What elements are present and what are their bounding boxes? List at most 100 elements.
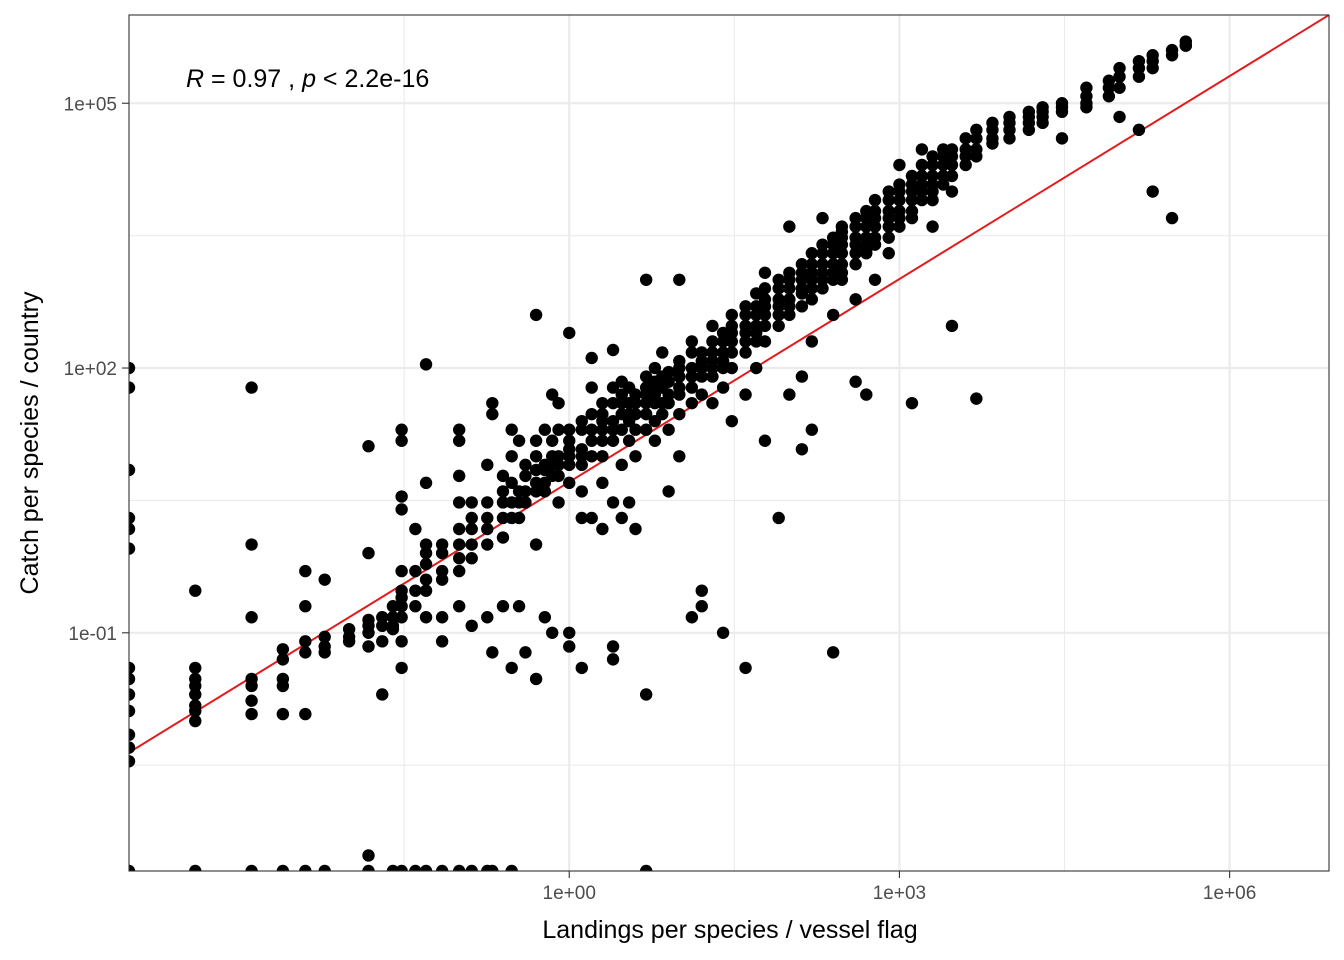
y-axis-title: Catch per species / country <box>16 291 44 594</box>
panel-border <box>128 14 1330 872</box>
data-point <box>959 158 972 172</box>
data-point <box>129 741 136 754</box>
data-point <box>826 247 840 260</box>
data-point <box>129 522 136 536</box>
data-point <box>585 407 598 421</box>
data-point <box>1080 81 1093 94</box>
data-point <box>563 434 576 447</box>
data-point <box>606 381 620 394</box>
data-point <box>639 273 653 286</box>
data-point <box>685 396 699 410</box>
data-point <box>386 600 400 613</box>
data-point <box>648 361 662 375</box>
data-point <box>860 388 873 401</box>
data-point <box>481 511 494 525</box>
data-point <box>629 522 642 536</box>
data-point <box>905 211 919 225</box>
data-point <box>695 354 708 368</box>
data-point <box>299 707 312 721</box>
data-point <box>409 864 422 871</box>
data-point <box>299 564 312 578</box>
data-point <box>465 552 478 565</box>
data-point <box>937 169 950 183</box>
data-point <box>905 178 919 191</box>
data-point <box>395 661 408 675</box>
data-point <box>816 211 829 225</box>
data-point <box>706 319 719 333</box>
data-point <box>905 169 919 183</box>
data-point <box>606 653 620 666</box>
data-point <box>452 552 466 565</box>
data-point <box>1146 185 1159 198</box>
data-point <box>706 346 719 359</box>
data-point <box>716 626 730 639</box>
data-point <box>189 672 202 686</box>
data-point <box>512 511 526 525</box>
data-point <box>505 864 518 871</box>
data-point <box>486 407 499 421</box>
data-point <box>926 193 939 207</box>
data-point <box>529 434 543 447</box>
data-point <box>362 640 375 653</box>
data-point <box>519 496 532 509</box>
data-point <box>629 423 642 436</box>
data-point <box>750 335 763 348</box>
data-point <box>915 178 929 191</box>
data-point <box>585 434 598 447</box>
data-point <box>395 864 408 871</box>
data-point <box>465 538 478 551</box>
data-point <box>299 864 312 871</box>
data-point <box>639 864 653 871</box>
data-point <box>419 358 433 371</box>
data-point <box>129 728 136 741</box>
data-point <box>376 688 389 701</box>
data-point <box>882 185 895 198</box>
data-point <box>545 626 559 639</box>
data-point <box>481 522 494 536</box>
grid-minor <box>129 15 1329 871</box>
data-point <box>606 640 620 653</box>
data-point <box>481 538 494 551</box>
data-point <box>750 300 763 313</box>
data-point <box>452 469 466 483</box>
data-point <box>795 443 809 456</box>
data-point <box>739 346 752 359</box>
data-point <box>1113 61 1126 75</box>
data-point <box>1080 101 1093 114</box>
data-point <box>606 414 620 428</box>
data-point <box>529 672 543 686</box>
data-point <box>129 755 136 768</box>
data-point <box>725 414 739 428</box>
data-point <box>419 538 433 551</box>
data-point <box>685 370 699 383</box>
data-point <box>1003 132 1016 145</box>
data-point <box>783 282 796 295</box>
data-point <box>882 204 895 218</box>
data-point <box>575 458 588 472</box>
data-point <box>816 247 829 260</box>
data-point <box>758 293 772 306</box>
data-point <box>1003 110 1016 124</box>
data-point <box>639 381 653 394</box>
data-point <box>926 220 939 233</box>
data-point <box>835 258 849 271</box>
data-point <box>882 231 895 244</box>
data-point <box>465 522 478 536</box>
data-point <box>606 396 620 410</box>
y-tick-label: 1e+05 <box>64 94 117 115</box>
data-point <box>538 611 552 624</box>
data-point <box>926 185 939 198</box>
data-point <box>552 496 565 509</box>
data-point <box>795 300 809 313</box>
data-point <box>318 640 331 653</box>
data-point <box>662 423 675 436</box>
data-point <box>452 522 466 536</box>
y-tick-label: 1e-01 <box>68 624 117 645</box>
data-point <box>1055 132 1069 145</box>
data-point <box>695 388 708 401</box>
data-point <box>893 178 906 191</box>
data-point <box>673 273 686 286</box>
data-point <box>529 450 543 463</box>
data-point <box>409 584 422 597</box>
data-point <box>849 258 862 271</box>
